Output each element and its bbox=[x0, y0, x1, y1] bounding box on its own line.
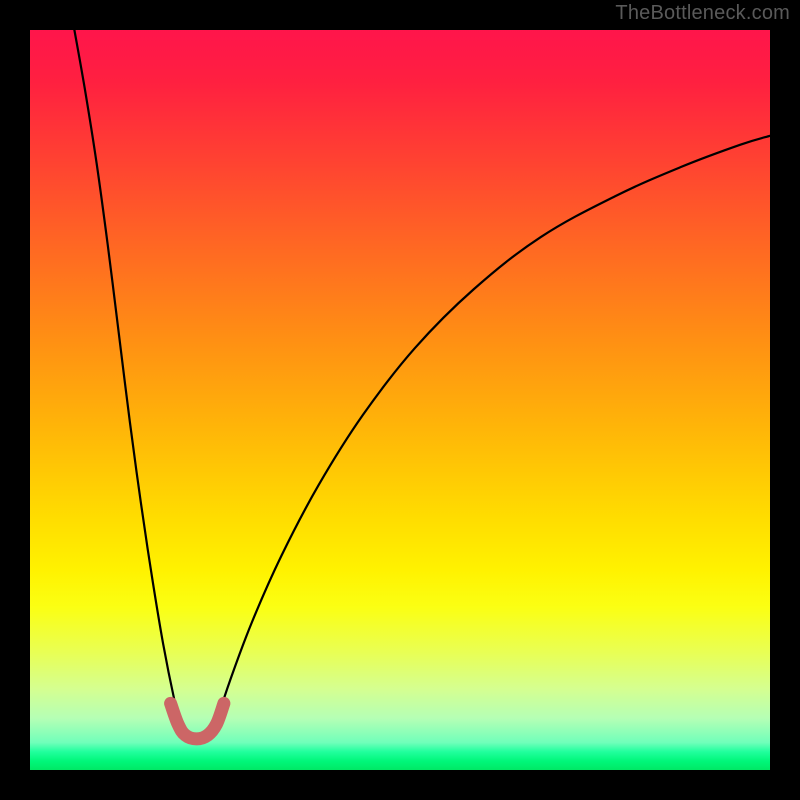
chart-container: TheBottleneck.com bbox=[0, 0, 800, 800]
chart-svg bbox=[0, 0, 800, 800]
watermark-text: TheBottleneck.com bbox=[615, 2, 790, 25]
plot-background bbox=[30, 30, 770, 770]
